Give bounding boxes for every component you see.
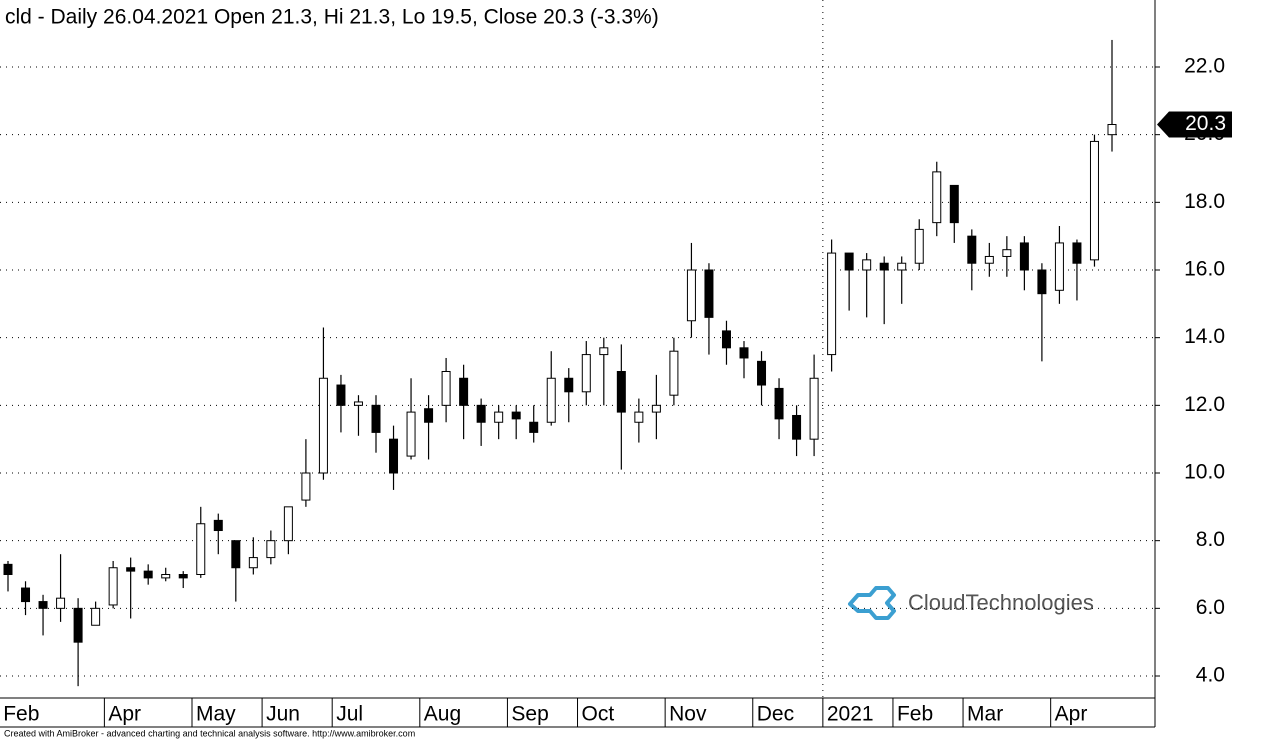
candle-body [914, 228, 924, 264]
candle-body [511, 411, 521, 420]
x-tick-label: Aug [424, 703, 461, 726]
candle-body [616, 370, 626, 413]
candle-body [879, 262, 889, 271]
candle-body [1037, 269, 1047, 295]
candle-body [862, 259, 872, 271]
logo-text: CloudTechnologies [908, 590, 1094, 615]
candle-body [459, 377, 469, 406]
candle-body [897, 262, 907, 271]
candle-body [406, 411, 416, 457]
y-tick-label: 10.0 [1184, 461, 1225, 484]
candle-body [704, 269, 714, 318]
logo-icon [848, 586, 896, 620]
candle-body [792, 414, 802, 440]
x-tick-label: Feb [897, 703, 933, 726]
x-tick-label: May [196, 703, 236, 726]
last-price-label: 20.3 [1185, 112, 1226, 135]
candle-body [213, 519, 223, 532]
candle-body [932, 171, 942, 224]
candle-body [371, 404, 381, 433]
y-tick-label: 16.0 [1184, 258, 1225, 281]
candle-body [634, 411, 644, 423]
chart-title: cld - Daily 26.04.2021 Open 21.3, Hi 21.… [5, 6, 659, 29]
candle-body [721, 330, 731, 349]
candle-body [318, 377, 328, 474]
x-tick-label: Mar [967, 703, 1003, 726]
candle-body [161, 574, 171, 579]
candle-body [1019, 242, 1029, 271]
candle-body [949, 184, 959, 224]
candle-body [1089, 140, 1099, 261]
x-tick-label: Dec [757, 703, 794, 726]
candle-body [967, 235, 977, 264]
candle-body [21, 587, 31, 603]
candle-body [669, 350, 679, 396]
candle-body [809, 377, 819, 440]
x-tick-label: 2021 [827, 703, 874, 726]
candle-body [424, 408, 434, 423]
candle-body [827, 252, 837, 356]
candle-body [178, 574, 188, 579]
candle-body [1054, 242, 1064, 291]
x-tick-label: Jun [266, 703, 300, 726]
candle-body [441, 370, 451, 406]
x-tick-label: Oct [582, 703, 615, 726]
x-tick-label: Feb [3, 703, 39, 726]
candle-body [844, 252, 854, 271]
candle-body [126, 567, 136, 572]
candle-body [108, 567, 118, 606]
candle-body [283, 506, 293, 542]
candle-body [476, 404, 486, 423]
candle-body [353, 401, 363, 406]
candle-body [984, 255, 994, 264]
y-tick-label: 8.0 [1196, 528, 1225, 551]
logo: CloudTechnologies [848, 586, 1094, 620]
y-tick-label: 14.0 [1184, 325, 1225, 348]
x-tick-label: Apr [1055, 703, 1088, 726]
candle-body [581, 354, 591, 393]
candle-body [336, 384, 346, 406]
footer: Created with AmiBroker - advanced charti… [4, 728, 415, 738]
x-tick-label: Jul [336, 703, 363, 726]
candle-body [757, 360, 767, 386]
candle-body [529, 421, 539, 433]
candle-body [231, 540, 241, 569]
y-tick-label: 6.0 [1196, 596, 1225, 619]
candle-body [91, 607, 101, 626]
candle-body [1107, 124, 1117, 136]
y-tick-label: 12.0 [1184, 393, 1225, 416]
last-price-marker [1157, 111, 1232, 138]
candle-body [3, 563, 13, 576]
candle-body [248, 557, 258, 569]
candle-body [774, 387, 784, 420]
candle-body [599, 347, 609, 356]
y-tick-label: 18.0 [1184, 190, 1225, 213]
x-tick-label: Nov [669, 703, 707, 726]
candle-body [564, 377, 574, 393]
candle-body [494, 411, 504, 423]
candle-body [73, 607, 83, 643]
x-tick-label: Apr [108, 703, 141, 726]
candle-body [686, 269, 696, 322]
candle-body [1002, 249, 1012, 257]
candle-body [389, 438, 399, 474]
y-tick-label: 22.0 [1184, 55, 1225, 78]
candle-body [266, 540, 276, 559]
candle-body [56, 597, 66, 609]
candle-body [1072, 242, 1082, 264]
candle-body [143, 570, 153, 579]
candle-body [739, 347, 749, 359]
candle-body [301, 472, 311, 501]
candle-body [546, 377, 556, 423]
candle-body [196, 523, 206, 576]
x-tick-label: Sep [511, 703, 548, 726]
y-tick-label: 4.0 [1196, 664, 1225, 687]
candle-body [38, 601, 48, 609]
candle-body [651, 404, 661, 413]
